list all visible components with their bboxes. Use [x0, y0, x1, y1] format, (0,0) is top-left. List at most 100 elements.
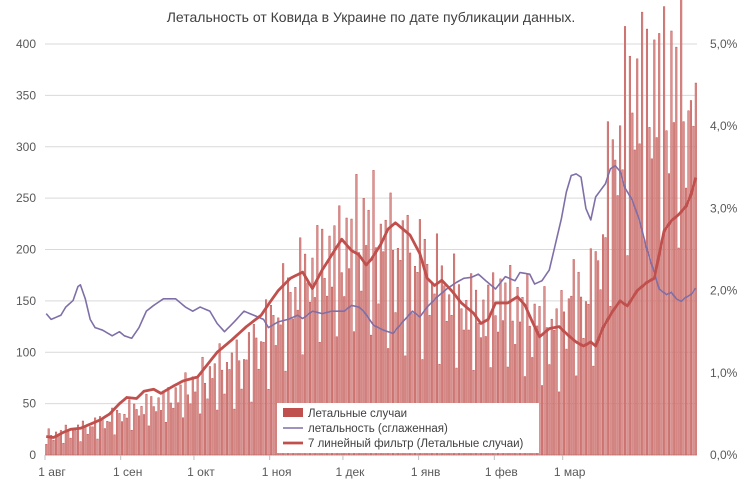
- deaths-bar: [335, 336, 338, 456]
- deaths-bar: [457, 284, 460, 456]
- deaths-bar: [670, 30, 673, 456]
- chart-title: Летальность от Ковида в Украине по дате …: [167, 9, 576, 25]
- deaths-bar: [116, 410, 119, 456]
- deaths-bar: [592, 365, 595, 456]
- x-tick-label: 1 янв: [411, 465, 441, 479]
- deaths-bar: [638, 143, 641, 456]
- deaths-bar: [645, 28, 649, 456]
- deaths-bar: [164, 422, 167, 456]
- deaths-bar: [182, 417, 185, 456]
- deaths-bar: [611, 139, 614, 456]
- deaths-bar: [497, 331, 500, 456]
- y-axis-right: 0,0% 1,0% 2,0% 3,0% 4,0% 5,0%: [710, 37, 738, 462]
- deaths-bar: [321, 228, 324, 456]
- ma7-line: [46, 177, 698, 439]
- deaths-bar: [289, 292, 292, 456]
- deaths-bar: [548, 364, 551, 456]
- deaths-bar: [313, 297, 316, 456]
- x-tick-label: 1 фев: [485, 465, 518, 479]
- deaths-bar: [238, 360, 241, 456]
- deaths-bar: [360, 290, 363, 456]
- deaths-bar: [174, 387, 177, 456]
- deaths-bar: [470, 273, 473, 456]
- deaths-bar: [477, 322, 480, 456]
- deaths-bar: [467, 329, 470, 456]
- deaths-bar: [428, 315, 431, 456]
- deaths-bar: [511, 320, 514, 456]
- deaths-bar: [133, 403, 136, 456]
- deaths-bar: [72, 429, 75, 456]
- deaths-bar: [660, 240, 663, 456]
- deaths-bar: [413, 266, 417, 456]
- y-right-tick-label: 3,0%: [710, 201, 738, 215]
- y-right-tick-label: 2,0%: [710, 284, 738, 298]
- deaths-bar: [379, 223, 382, 456]
- deaths-bar: [228, 369, 231, 456]
- deaths-bar: [584, 301, 587, 456]
- deaths-bar: [201, 356, 204, 456]
- deaths-bar: [240, 388, 243, 456]
- deaths-bar: [499, 278, 502, 456]
- deaths-bar: [401, 220, 404, 456]
- deaths-bar: [465, 299, 468, 456]
- legend: Летальные случаи летальность (сглаженная…: [277, 403, 539, 453]
- deaths-bar: [384, 219, 387, 456]
- deaths-bar: [81, 420, 84, 456]
- deaths-bar: [528, 325, 531, 456]
- deaths-bar: [169, 402, 172, 456]
- deaths-bar: [616, 195, 619, 456]
- deaths-bar: [658, 33, 661, 456]
- deaths-bar: [106, 421, 109, 456]
- deaths-bar: [672, 122, 675, 456]
- deaths-bar: [282, 263, 285, 456]
- deaths-bar: [650, 158, 653, 456]
- deaths-bar: [479, 337, 482, 456]
- deaths-bar: [330, 286, 333, 456]
- x-tick-label: 1 окт: [187, 465, 215, 479]
- deaths-bar: [279, 324, 282, 456]
- deaths-bar: [599, 289, 602, 456]
- deaths-bar: [433, 293, 436, 456]
- deaths-bar: [120, 421, 123, 456]
- y-left-tick-label: 350: [16, 88, 36, 102]
- y-axis-left: 0 50 100 150 200 250 300 350 400: [16, 37, 36, 462]
- deaths-bar: [484, 336, 487, 456]
- deaths-bar: [67, 430, 70, 456]
- legend-background: [277, 403, 539, 453]
- deaths-bar: [125, 417, 128, 456]
- deaths-bar: [514, 344, 517, 456]
- deaths-bar: [582, 337, 585, 456]
- deaths-bar: [69, 437, 72, 456]
- deaths-bar: [653, 39, 656, 456]
- deaths-bar: [260, 341, 263, 456]
- y-left-tick-label: 100: [16, 345, 36, 359]
- deaths-bar: [64, 424, 67, 456]
- deaths-bar: [135, 409, 138, 456]
- deaths-bar: [460, 308, 463, 456]
- y-right-tick-label: 1,0%: [710, 366, 738, 380]
- deaths-bar: [50, 435, 53, 456]
- deaths-bar: [492, 272, 495, 456]
- deaths-bar: [243, 359, 246, 456]
- deaths-bar: [203, 382, 207, 456]
- deaths-bar: [621, 169, 624, 456]
- deaths-bar: [189, 403, 192, 456]
- deaths-bar: [406, 214, 409, 456]
- deaths-bar: [545, 327, 548, 456]
- deaths-bar: [555, 308, 558, 456]
- deaths-bar: [269, 305, 272, 456]
- y-left-tick-label: 200: [16, 243, 36, 257]
- deaths-bar: [350, 218, 353, 456]
- deaths-bar: [128, 399, 131, 456]
- deaths-bar: [597, 260, 600, 456]
- deaths-bar: [130, 430, 133, 456]
- y-left-tick-label: 150: [16, 294, 36, 308]
- deaths-bar: [516, 286, 519, 456]
- deaths-bar: [55, 431, 58, 456]
- deaths-bar: [96, 438, 99, 456]
- deaths-bar: [396, 248, 399, 456]
- deaths-bar: [648, 127, 651, 456]
- deaths-bar: [372, 170, 375, 456]
- deaths-bar: [370, 334, 373, 456]
- y-left-tick-label: 300: [16, 140, 36, 154]
